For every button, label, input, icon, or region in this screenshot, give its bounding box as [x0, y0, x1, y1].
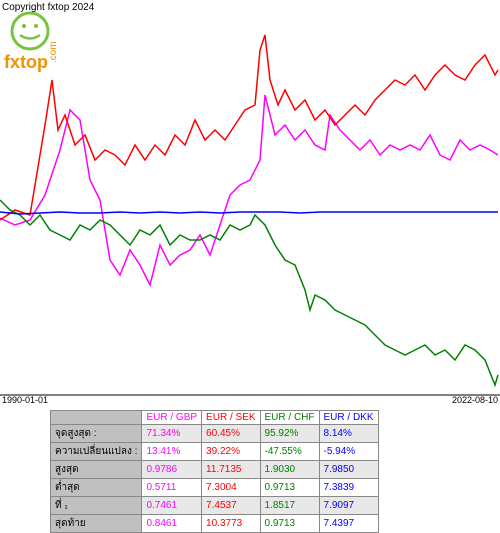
- table-header: EUR / GBP: [142, 411, 202, 425]
- table-cell: 11.7135: [202, 461, 260, 479]
- table-cell: 95.92%: [260, 425, 319, 443]
- table-header: EUR / SEK: [202, 411, 260, 425]
- table-cell: 71.34%: [142, 425, 202, 443]
- table-cell: 7.4537: [202, 497, 260, 515]
- table-row-label: ความเปลี่ยนแปลง :: [51, 443, 142, 461]
- table-row-label: สุดท้าย: [51, 515, 142, 533]
- table-row-label: สูงสุด: [51, 461, 142, 479]
- table-cell: 7.3839: [319, 479, 378, 497]
- table-cell: 39.22%: [202, 443, 260, 461]
- fxtop-logo: fxtop .com: [2, 8, 72, 83]
- table-cell: 7.9850: [319, 461, 378, 479]
- date-start: 1990-01-01: [2, 395, 48, 405]
- table-cell: -5.94%: [319, 443, 378, 461]
- table-cell: 0.7461: [142, 497, 202, 515]
- copyright-text: Copyright fxtop 2024: [2, 2, 94, 13]
- table-cell: 1.9030: [260, 461, 319, 479]
- table-cell: 7.4397: [319, 515, 378, 533]
- line-chart: [0, 0, 500, 400]
- table-header: EUR / DKK: [319, 411, 378, 425]
- table-cell: 13.41%: [142, 443, 202, 461]
- table-cell: 0.9713: [260, 479, 319, 497]
- currency-table: EUR / GBPEUR / SEKEUR / CHFEUR / DKK จุดส…: [50, 410, 379, 533]
- table-cell: 60.45%: [202, 425, 260, 443]
- table-header: EUR / CHF: [260, 411, 319, 425]
- date-end: 2022-08-10: [452, 395, 498, 405]
- table-cell: 7.3004: [202, 479, 260, 497]
- table-cell: 8.14%: [319, 425, 378, 443]
- table-row-label: ที่ ₁: [51, 497, 142, 515]
- table-cell: 7.9097: [319, 497, 378, 515]
- table-row-label: ต่ำสุด: [51, 479, 142, 497]
- table-cell: 0.9786: [142, 461, 202, 479]
- table-cell: 0.5711: [142, 479, 202, 497]
- table-cell: 0.9713: [260, 515, 319, 533]
- table-header-blank: [51, 411, 142, 425]
- svg-text:.com: .com: [48, 41, 59, 63]
- table-row-label: จุดสูงสุด :: [51, 425, 142, 443]
- table-cell: -47.55%: [260, 443, 319, 461]
- table-cell: 10.3773: [202, 515, 260, 533]
- table-cell: 1.8517: [260, 497, 319, 515]
- svg-text:fxtop: fxtop: [4, 52, 48, 72]
- table-cell: 0.8461: [142, 515, 202, 533]
